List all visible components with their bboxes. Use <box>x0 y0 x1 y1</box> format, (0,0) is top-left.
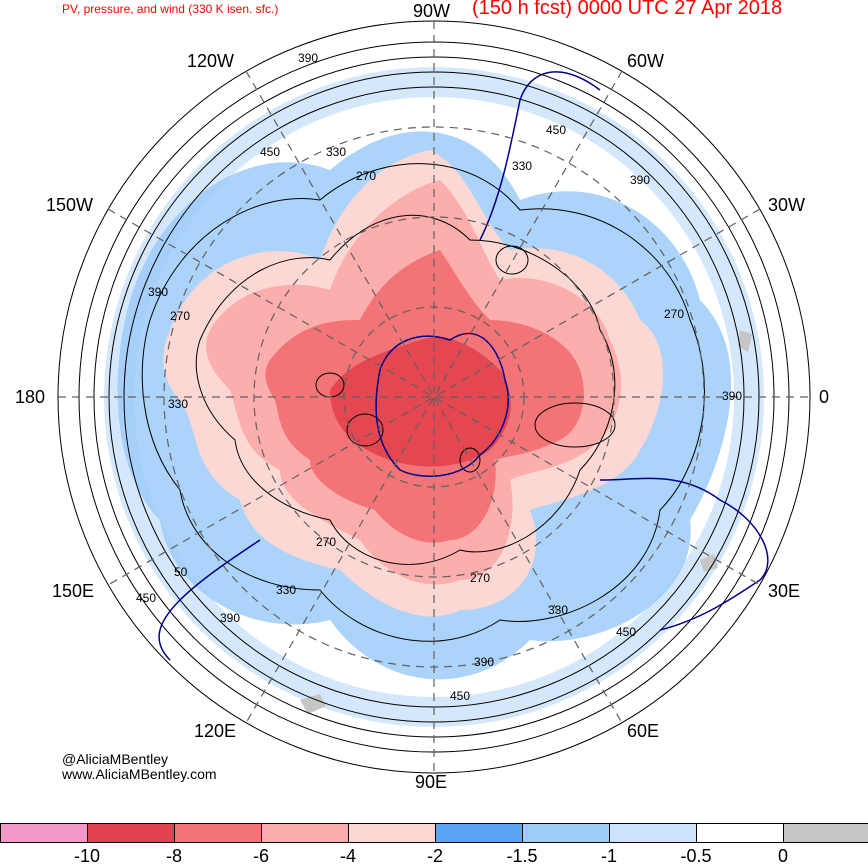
lon-label-120e: 120E <box>194 721 237 741</box>
map-subtitle: PV, pressure, and wind (330 K isen. sfc.… <box>62 2 279 16</box>
colorbar-label: 0 <box>777 846 789 866</box>
lon-label-90e: 90E <box>415 772 448 792</box>
colorbar-swatch <box>0 823 88 843</box>
contour-label: 270 <box>316 535 336 549</box>
contour-label: 270 <box>170 309 190 323</box>
pv-core-max <box>330 337 511 467</box>
contour-label: 330 <box>276 583 296 597</box>
contour-label: 390 <box>630 173 650 187</box>
lon-label-30w: 30W <box>768 195 806 215</box>
contour-label: 390 <box>220 611 240 625</box>
lon-label-120w: 120W <box>187 51 235 71</box>
contour-label: 270 <box>470 571 490 585</box>
colorbar-swatch <box>609 823 697 843</box>
contour-label: 390 <box>148 285 168 299</box>
forecast-title: (150 h fcst) 0000 UTC 27 Apr 2018 <box>472 0 783 19</box>
lon-label-60w: 60W <box>627 51 665 71</box>
colorbar-label: -1 <box>600 846 618 866</box>
contour-label: 330 <box>326 145 346 159</box>
graticule <box>58 21 810 773</box>
colorbar-label: -2 <box>426 846 444 866</box>
colorbar-label: -6 <box>252 846 270 866</box>
colorbar-swatch <box>522 823 610 843</box>
colorbar-swatch <box>348 823 436 843</box>
contour-label: 450 <box>260 145 280 159</box>
colorbar-label: -4 <box>339 846 357 866</box>
contour-label: 390 <box>298 51 318 65</box>
colorbar-swatch <box>783 823 868 843</box>
contour-label: 270 <box>664 307 684 321</box>
lon-label-150w: 150W <box>46 195 94 215</box>
colorbar-swatch <box>261 823 349 843</box>
contour-label: 390 <box>474 655 494 669</box>
colorbar-label: -0.5 <box>680 846 712 866</box>
polar-map: 390 450 330 270 390 450 330 390 270 270 … <box>57 20 811 774</box>
contour-label: 450 <box>616 625 636 639</box>
colorbar-label: -8 <box>165 846 183 866</box>
contour-label: 330 <box>512 159 532 173</box>
credit-website: www.AliciaMBentley.com <box>62 766 217 782</box>
contour-label: 450 <box>136 591 156 605</box>
colorbar-label: -10 <box>73 846 101 866</box>
lon-label-0: 0 <box>819 387 830 407</box>
contour-label: 330 <box>168 397 188 411</box>
coastlines <box>158 71 769 661</box>
contour-label: 50 <box>174 565 188 579</box>
lon-label-150e: 150E <box>52 581 95 601</box>
credit-handle: @AliciaMBentley <box>62 751 169 767</box>
colorbar-swatch <box>435 823 523 843</box>
contour-label: 450 <box>546 123 566 137</box>
colorbar-swatch <box>87 823 175 843</box>
contour-label: 270 <box>356 169 376 183</box>
lon-label-60e: 60E <box>627 721 660 741</box>
lon-label-180: 180 <box>15 387 46 407</box>
lon-label-30e: 30E <box>768 581 801 601</box>
contour-label: 330 <box>548 603 568 617</box>
lon-label-90w: 90W <box>413 1 451 21</box>
colorbar-label: -1.5 <box>506 846 538 866</box>
contour-label: 390 <box>722 389 742 403</box>
colorbar-swatch <box>174 823 262 843</box>
colorbar-swatch <box>696 823 784 843</box>
contour-label-group: 390 450 330 270 390 450 330 390 270 270 … <box>136 51 742 703</box>
contour-label: 450 <box>450 689 470 703</box>
